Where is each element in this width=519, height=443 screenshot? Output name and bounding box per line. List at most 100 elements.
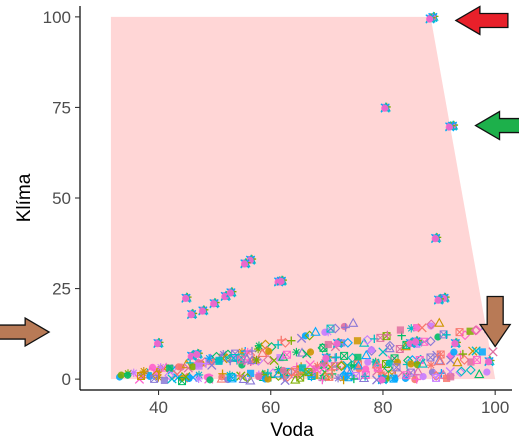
data-point (472, 355, 481, 364)
data-point (164, 370, 175, 381)
data-point (381, 104, 389, 112)
data-point (371, 359, 382, 369)
data-point (324, 340, 332, 349)
data-point (445, 123, 453, 131)
data-point (198, 307, 207, 315)
data-point (173, 373, 183, 383)
data-point (137, 371, 146, 380)
data-point (243, 347, 252, 357)
data-point (129, 368, 138, 378)
data-point (412, 338, 420, 346)
data-point (237, 347, 247, 357)
data-point (195, 362, 203, 370)
data-point (451, 340, 459, 348)
data-point (466, 327, 474, 335)
data-point (226, 289, 235, 297)
data-point (354, 353, 362, 361)
y-tick-label: 0 (62, 370, 71, 389)
data-point (478, 348, 486, 356)
data-point (273, 340, 283, 350)
data-point (181, 372, 191, 382)
data-point (349, 374, 359, 384)
axes-layer: 40 60 80 100 0 25 50 75 100 (43, 6, 512, 417)
arrow-left (474, 110, 519, 141)
data-point (156, 363, 165, 372)
data-point (189, 363, 197, 371)
data-point (265, 347, 273, 355)
data-point (361, 349, 372, 360)
y-tick-label: 25 (52, 280, 71, 299)
data-point (263, 354, 274, 365)
data-point (367, 346, 376, 354)
data-point (322, 354, 330, 362)
data-point (290, 374, 301, 384)
x-tick-label: 100 (481, 398, 509, 417)
data-point (419, 372, 427, 381)
data-point (474, 368, 485, 379)
data-point (426, 353, 435, 362)
data-point (443, 374, 451, 383)
data-point (425, 336, 436, 347)
data-point (279, 366, 287, 375)
data-point (488, 347, 498, 357)
data-point (385, 359, 393, 367)
y-tick-label: 75 (52, 98, 71, 117)
arrow-right (0, 316, 51, 348)
data-point (349, 362, 359, 371)
data-point (333, 374, 343, 383)
y-tick-label: 100 (43, 8, 71, 27)
arrow-down (478, 295, 512, 348)
data-point (287, 336, 296, 345)
data-point (353, 360, 364, 370)
data-point (245, 375, 256, 385)
data-point (194, 374, 203, 383)
data-point (260, 339, 271, 350)
data-point (452, 357, 463, 367)
data-point (310, 326, 321, 336)
data-point (407, 324, 416, 333)
data-point (296, 347, 308, 357)
data-point (181, 294, 190, 303)
data-point (146, 372, 154, 380)
data-point (148, 363, 157, 371)
x-tick-label: 60 (261, 398, 280, 417)
data-point (364, 358, 372, 366)
plot-layer (110, 11, 498, 386)
data-point (277, 277, 285, 285)
data-point (206, 376, 214, 384)
data-point (342, 337, 353, 348)
data-point (378, 376, 386, 384)
data-point (210, 300, 218, 308)
data-point (332, 352, 341, 362)
data-point (433, 355, 445, 365)
data-point (378, 347, 388, 357)
data-point (291, 367, 300, 376)
data-point (117, 371, 125, 379)
y-tick-label: 50 (52, 189, 71, 208)
data-point (362, 365, 370, 373)
data-point (247, 346, 257, 356)
data-point (167, 374, 177, 384)
data-point (389, 374, 398, 383)
data-point (221, 293, 229, 301)
data-point (313, 361, 322, 371)
data-point (467, 358, 475, 366)
data-point (336, 361, 347, 372)
data-point (215, 357, 223, 366)
data-point (150, 374, 159, 383)
data-point (282, 371, 293, 382)
data-point (241, 353, 253, 363)
x-axis-title: Voda (270, 420, 314, 441)
data-point (325, 372, 334, 381)
data-point (305, 360, 315, 370)
data-point (342, 364, 353, 374)
data-point (432, 373, 441, 382)
data-point (340, 322, 348, 331)
data-point (459, 354, 470, 365)
data-point (341, 323, 350, 332)
data-point (358, 372, 370, 383)
data-point (471, 325, 482, 336)
data-point (204, 354, 214, 363)
data-point (483, 368, 491, 376)
data-point (238, 373, 249, 383)
